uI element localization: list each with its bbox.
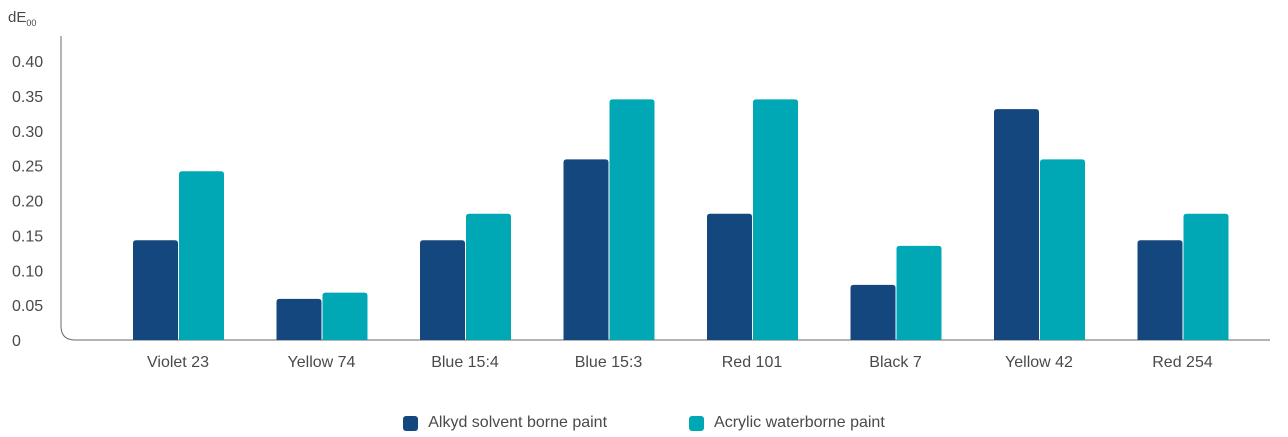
bar (896, 245, 942, 340)
bar (1183, 213, 1229, 340)
svg-text:dE00: dE00 (8, 9, 36, 28)
bar (753, 99, 798, 340)
bar (179, 171, 224, 340)
axis-lines (60, 36, 1270, 341)
legend-label-alkyd: Alkyd solvent borne paint (428, 414, 608, 431)
legend-label-acrylic: Acrylic waterborne paint (714, 414, 885, 431)
bar (1137, 240, 1183, 340)
bar (563, 159, 609, 340)
y-tick-label: 0.25 (12, 159, 43, 176)
legend-swatch-acrylic (689, 415, 705, 431)
x-tick-label: Yellow 74 (288, 354, 356, 371)
y-tick-label: 0.10 (12, 263, 43, 280)
y-tick-label: 0.15 (12, 228, 43, 245)
x-tick-label: Blue 15:3 (575, 354, 643, 371)
bar (609, 99, 655, 340)
bar (420, 240, 465, 340)
bar (466, 213, 511, 340)
y-tick-label: 0.20 (12, 194, 43, 211)
legend-swatch-alkyd (403, 415, 419, 431)
y-tick-label: 0.30 (12, 124, 43, 141)
bar (707, 213, 752, 340)
bar (994, 109, 1039, 340)
x-tick-label: Red 254 (1152, 354, 1213, 371)
y-tick-label: 0.35 (12, 89, 43, 106)
y-tick-label: 0.05 (12, 298, 43, 315)
bar (276, 298, 322, 340)
y-tick-label: 0 (12, 333, 21, 350)
bars (133, 99, 1229, 340)
bar (850, 284, 896, 340)
x-tick-label: Red 101 (722, 354, 783, 371)
bar (322, 292, 368, 340)
y-axis-label: dE00 (8, 9, 36, 28)
legend: Alkyd solvent borne paint Acrylic waterb… (0, 414, 1288, 432)
x-tick-label: Yellow 42 (1005, 354, 1073, 371)
bar (133, 240, 178, 340)
x-tick-label: Black 7 (869, 354, 922, 371)
legend-item-alkyd: Alkyd solvent borne paint (403, 414, 607, 432)
y-axis-label-sub: 00 (26, 18, 36, 28)
y-tick-labels: 0 0.05 0.10 0.15 0.20 0.25 0.30 0.35 0.40 (12, 54, 43, 350)
x-tick-label: Blue 15:4 (431, 354, 499, 371)
y-axis-label-main: dE (8, 9, 26, 26)
legend-item-acrylic: Acrylic waterborne paint (689, 414, 885, 432)
x-tick-label: Violet 23 (147, 354, 209, 371)
bar (1040, 159, 1085, 340)
y-tick-label: 0.40 (12, 54, 43, 71)
x-tick-labels: Violet 23 Yellow 74 Blue 15:4 Blue 15:3 Red … (147, 354, 1213, 371)
